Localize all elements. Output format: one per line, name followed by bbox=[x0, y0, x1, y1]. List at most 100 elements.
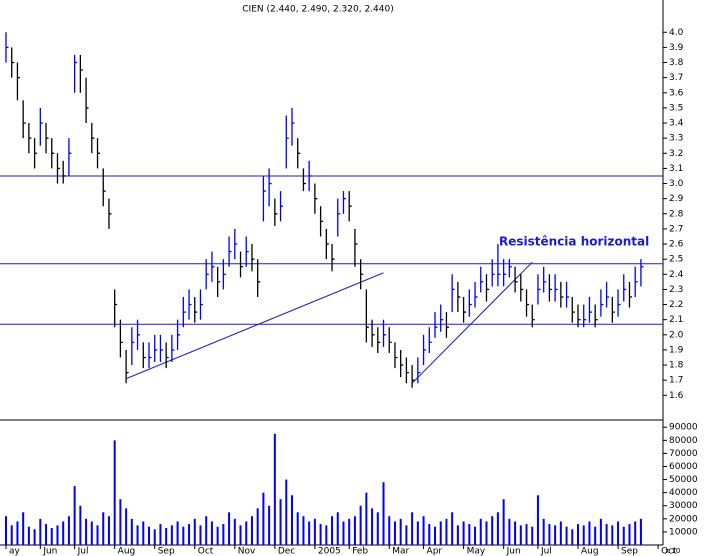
volume-bar bbox=[56, 525, 59, 545]
volume-bar bbox=[371, 508, 374, 545]
y-tick-label: 2.7 bbox=[669, 224, 683, 234]
y-tick-label: 2.1 bbox=[669, 315, 683, 325]
annotation: Resistência horizontal bbox=[499, 235, 649, 249]
volume-bar bbox=[416, 521, 419, 545]
x-tick-label: Oct bbox=[661, 547, 677, 556]
y-tick-label: 3.5 bbox=[669, 103, 683, 113]
volume-bar bbox=[199, 525, 202, 545]
y-tick-label: 3.7 bbox=[669, 73, 683, 83]
volume-bar bbox=[222, 524, 225, 545]
volume-bar bbox=[148, 526, 150, 545]
volume-bar bbox=[496, 512, 499, 545]
volume-bar bbox=[594, 526, 597, 545]
x-tick-label: Feb bbox=[352, 547, 368, 556]
volume-tick-label: 20000 bbox=[669, 514, 698, 524]
x-tick-label: Jul bbox=[77, 547, 89, 556]
volume-bar bbox=[268, 505, 271, 545]
volume-bar bbox=[331, 516, 334, 545]
volume-bar bbox=[273, 433, 276, 545]
y-tick-label: 2.2 bbox=[669, 300, 683, 310]
volume-bar bbox=[319, 524, 322, 545]
volume-bar bbox=[462, 521, 465, 545]
volume-bar bbox=[439, 521, 442, 545]
volume-bar bbox=[514, 521, 517, 545]
volume-bar bbox=[85, 518, 88, 545]
volume-bar bbox=[245, 521, 248, 545]
volume-bar bbox=[474, 526, 477, 545]
volume-bar bbox=[559, 521, 562, 545]
volume-bar bbox=[434, 526, 436, 545]
volume-bar bbox=[125, 508, 128, 545]
x-tick-label: Jun bbox=[42, 547, 57, 556]
volume-bar bbox=[119, 499, 122, 545]
y-tick-label: 1.9 bbox=[669, 345, 684, 355]
volume-bar bbox=[285, 479, 288, 545]
volume-bar bbox=[445, 518, 448, 545]
volume-bar bbox=[336, 512, 339, 545]
volume-tick-label: 60000 bbox=[669, 462, 698, 472]
volume-bar bbox=[176, 521, 179, 545]
volume-bar bbox=[365, 492, 368, 545]
volume-tick-label: 30000 bbox=[669, 501, 698, 511]
volume-bar bbox=[193, 518, 196, 545]
volume-bar bbox=[296, 512, 299, 545]
volume-bar bbox=[519, 525, 522, 545]
volume-bar bbox=[588, 521, 591, 545]
volume-bar bbox=[73, 486, 76, 545]
volume-bar bbox=[50, 527, 53, 545]
volume-bar bbox=[308, 521, 311, 545]
volume-bar bbox=[79, 505, 82, 545]
y-tick-label: 1.6 bbox=[669, 391, 684, 401]
volume-bar bbox=[531, 526, 534, 545]
volume-bar bbox=[250, 516, 253, 545]
volume-tick-label: 50000 bbox=[669, 475, 698, 485]
x-tick-label: Jul bbox=[540, 547, 552, 556]
volume-bar bbox=[159, 524, 162, 545]
x-tick-label: ay bbox=[9, 547, 21, 556]
volume-bar bbox=[577, 524, 579, 545]
volume-bar bbox=[502, 499, 505, 545]
y-tick-label: 2.4 bbox=[669, 270, 684, 280]
volume-bar bbox=[525, 524, 528, 545]
volume-bar bbox=[382, 482, 385, 545]
volume-bar bbox=[142, 521, 145, 545]
chart-title: CIEN (2.440, 2.490, 2.320, 2.440) bbox=[242, 5, 393, 15]
volume-bar bbox=[325, 525, 328, 545]
x-tick-label: May bbox=[467, 547, 486, 556]
volume-bar bbox=[153, 529, 156, 545]
volume-tick-label: 40000 bbox=[669, 488, 698, 498]
y-tick-label: 2.3 bbox=[669, 285, 683, 295]
volume-bar bbox=[411, 512, 414, 545]
volume-bar bbox=[45, 524, 48, 545]
volume-bar bbox=[67, 516, 70, 545]
volume-bar bbox=[388, 516, 391, 545]
volume-bar bbox=[188, 524, 191, 545]
volume-bar bbox=[456, 525, 459, 545]
x-tick-label: Mar bbox=[392, 547, 409, 556]
volume-bar bbox=[611, 525, 614, 545]
volume-bar bbox=[468, 524, 471, 545]
x-tick-label: Apr bbox=[427, 547, 443, 556]
y-tick-label: 1.8 bbox=[669, 361, 684, 371]
volume-bar bbox=[428, 524, 431, 545]
y-tick-label: 2.8 bbox=[669, 209, 684, 219]
volume-bar bbox=[279, 499, 282, 545]
volume-tick-label: 80000 bbox=[669, 436, 698, 446]
volume-bar bbox=[90, 521, 93, 545]
x-tick-label: Aug bbox=[118, 547, 136, 556]
y-tick-label: 4.0 bbox=[669, 28, 684, 38]
volume-bar bbox=[422, 516, 425, 545]
volume-bar bbox=[27, 526, 30, 545]
y-tick-label: 3.8 bbox=[669, 58, 684, 68]
volume-bar bbox=[617, 521, 620, 545]
volume-bar bbox=[239, 525, 242, 545]
volume-bar bbox=[182, 526, 185, 545]
volume-bar bbox=[39, 518, 42, 545]
volume-bar bbox=[405, 525, 408, 545]
volume-bar bbox=[605, 524, 608, 545]
volume-bar bbox=[107, 516, 110, 545]
volume-bar bbox=[565, 526, 568, 545]
volume-bar bbox=[291, 495, 293, 545]
